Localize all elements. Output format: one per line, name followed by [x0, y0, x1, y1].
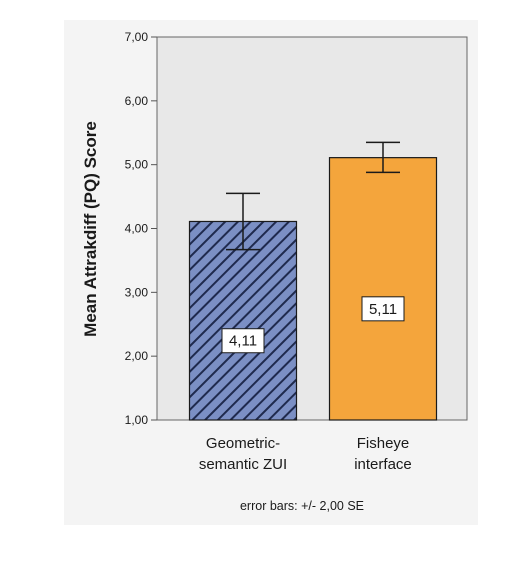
y-tick-label: 5,00 [125, 158, 149, 172]
x-category-label: semantic ZUI [199, 456, 287, 473]
data-label: 4,11 [229, 333, 257, 350]
data-label-box [221, 328, 265, 354]
bar-2 [328, 157, 438, 421]
y-tick-label: 7,00 [125, 30, 149, 44]
y-tick-label: 3,00 [125, 285, 149, 299]
data-label-box [361, 296, 405, 322]
y-axis-title: Mean Attrakdiff (PQ) Score [81, 121, 100, 337]
x-category-label: Geometric- [206, 435, 280, 452]
bar-1 [188, 220, 298, 421]
y-tick-label: 2,00 [125, 349, 149, 363]
x-category-label: Fisheye [357, 435, 410, 452]
error-bars [226, 141, 400, 251]
y-axis: 1,00 2,00 3,00 4,00 5,00 6,00 7,00 [125, 30, 157, 427]
x-category-label: interface [354, 456, 412, 473]
error-bar-note: error bars: +/- 2,00 SE [240, 499, 364, 513]
data-label: 5,11 [369, 301, 397, 318]
y-tick-label: 1,00 [125, 413, 149, 427]
x-axis-labels: Geometric-semantic ZUI Fisheye interface [199, 435, 412, 473]
bars [188, 157, 438, 421]
y-tick-label: 4,00 [125, 222, 149, 236]
data-labels: 4,11 5,11 [221, 296, 405, 354]
y-tick-label: 6,00 [125, 94, 149, 108]
